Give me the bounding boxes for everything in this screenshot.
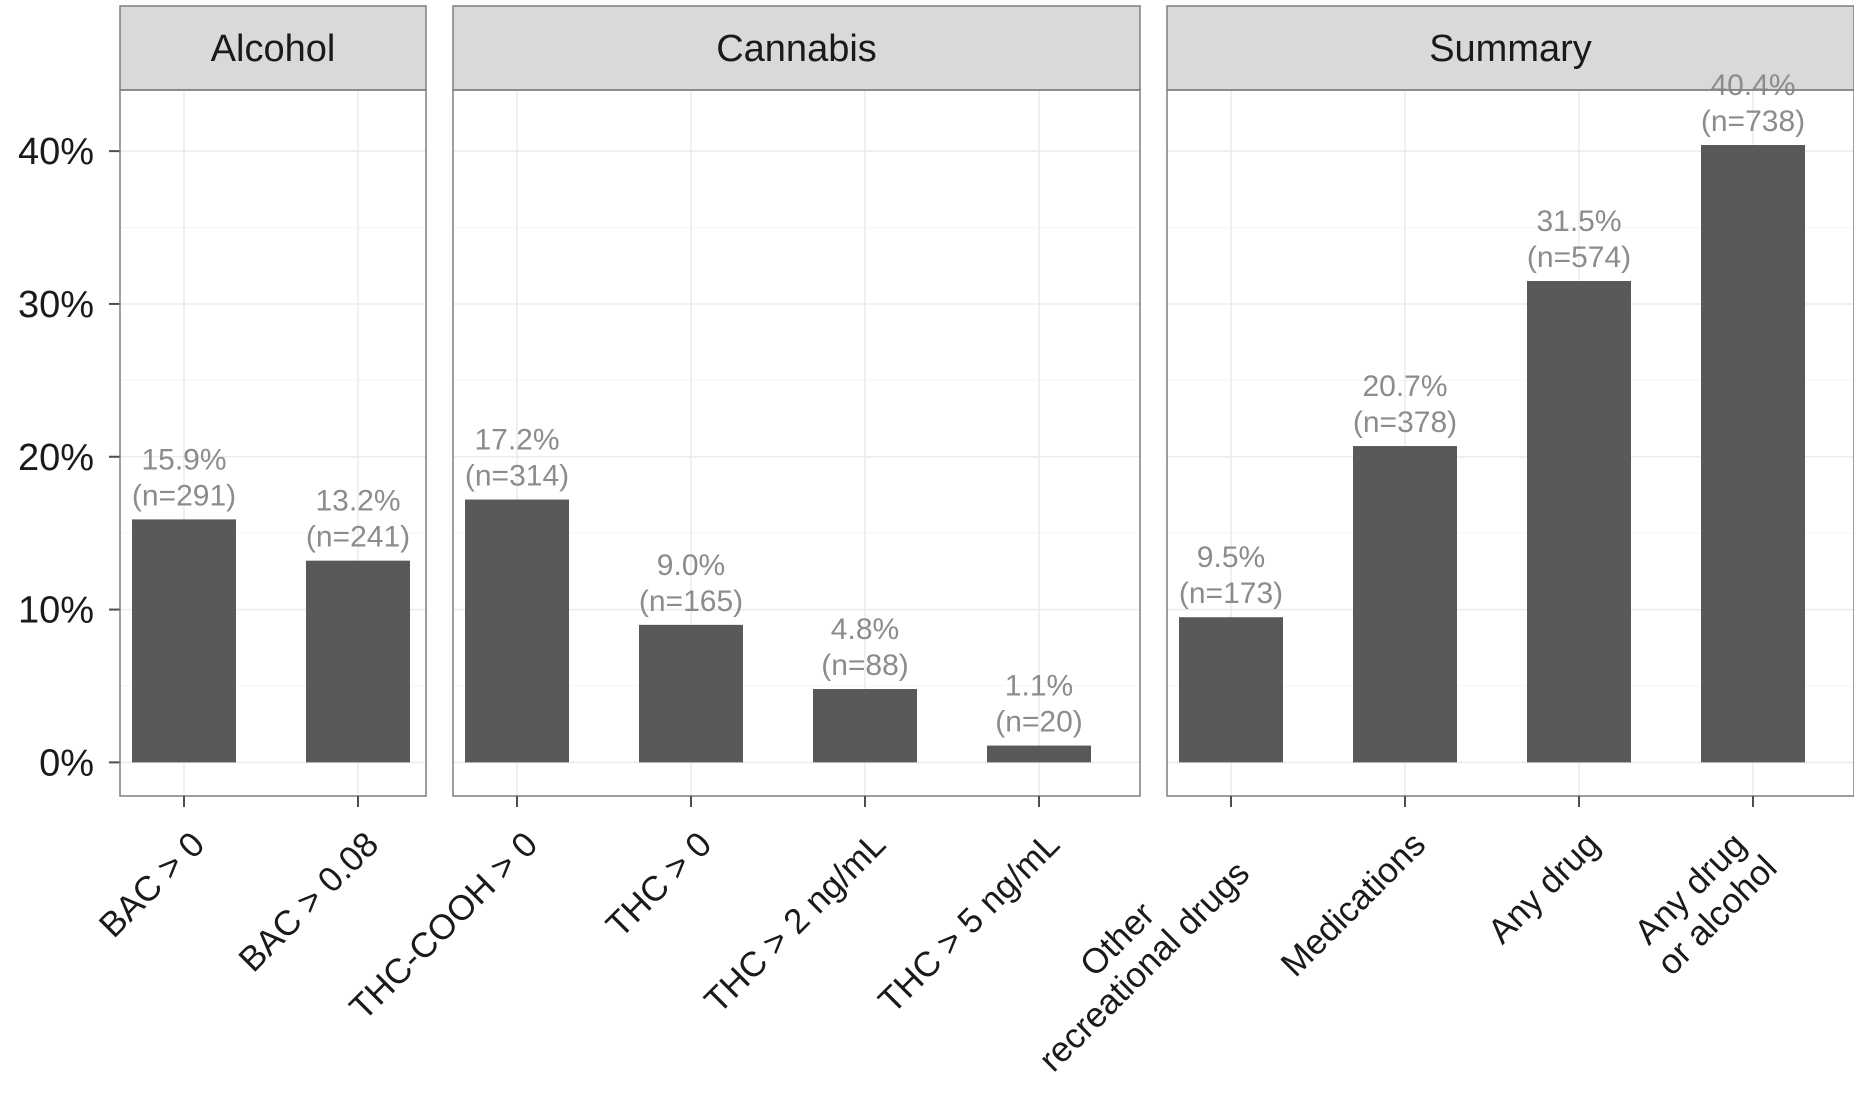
x-tick-label-line: BAC > 0 [92,825,212,945]
bar-percent-label: 20.7% [1362,370,1447,403]
x-tick-label-line: recreational drugs [1031,854,1257,1080]
bar-count-label: (n=88) [821,649,909,682]
panel-border [119,89,427,797]
bar [987,745,1091,763]
x-tick-label: BAC > 0 [92,825,212,945]
facet-strip [1166,5,1854,91]
bar-count-label: (n=738) [1701,105,1805,138]
y-tick-label: 40% [18,131,94,173]
bar-count-label: (n=165) [639,585,743,618]
x-tick-label-line: THC > 2 ng/mL [697,825,893,1021]
x-tick-label: Any drug [1481,825,1608,952]
facet-title: Cannabis [716,28,877,70]
x-tick-label-line: Medications [1274,825,1434,985]
x-tick-label: THC > 0 [599,825,719,945]
facet-title: Alcohol [211,28,336,70]
bar [306,560,410,763]
y-tick-label: 0% [39,742,94,784]
x-tick-label-line: Any drug [1481,825,1608,952]
bar-percent-label: 40.4% [1710,69,1795,102]
x-tick-label: Medications [1274,825,1434,985]
x-tick-label: BAC > 0.08 [231,825,386,980]
y-tick-label: 20% [18,437,94,479]
y-tick-label: 30% [18,284,94,326]
bar [1701,145,1805,763]
x-tick-label-line: THC > 5 ng/mL [871,825,1067,1021]
bar-percent-label: 9.0% [657,549,725,582]
bar-count-label: (n=314) [465,460,569,493]
bar [465,499,569,763]
bar-count-label: (n=173) [1179,577,1283,610]
bar [1179,617,1283,763]
x-tick-label-line: THC > 0 [599,825,719,945]
facet-title: Summary [1429,28,1592,70]
x-tick-label: THC > 2 ng/mL [697,825,893,1021]
bar [639,624,743,763]
bar [813,689,917,763]
bar-count-label: (n=291) [132,479,236,512]
bar-count-label: (n=378) [1353,406,1457,439]
bar-percent-label: 13.2% [315,485,400,518]
bar [1527,281,1631,763]
bar-count-label: (n=574) [1527,241,1631,274]
bar-percent-label: 15.9% [141,443,226,476]
x-tick-label: Any drugor alcohol [1623,821,1785,983]
x-tick-label-line: BAC > 0.08 [231,825,386,980]
panel-border [452,89,1141,797]
panel-border [1166,89,1854,797]
bar-count-label: (n=20) [995,706,1083,739]
y-tick-label: 10% [18,590,94,632]
facet-strip [119,5,427,91]
bar-count-label: (n=241) [306,521,410,554]
bar-percent-label: 1.1% [1005,670,1073,703]
bar-percent-label: 9.5% [1197,541,1265,574]
bar [132,519,236,763]
x-tick-label: THC > 5 ng/mL [871,825,1067,1021]
bar [1353,446,1457,763]
bar-percent-label: 4.8% [831,613,899,646]
bar-percent-label: 31.5% [1536,205,1621,238]
bar-percent-label: 17.2% [474,424,559,457]
